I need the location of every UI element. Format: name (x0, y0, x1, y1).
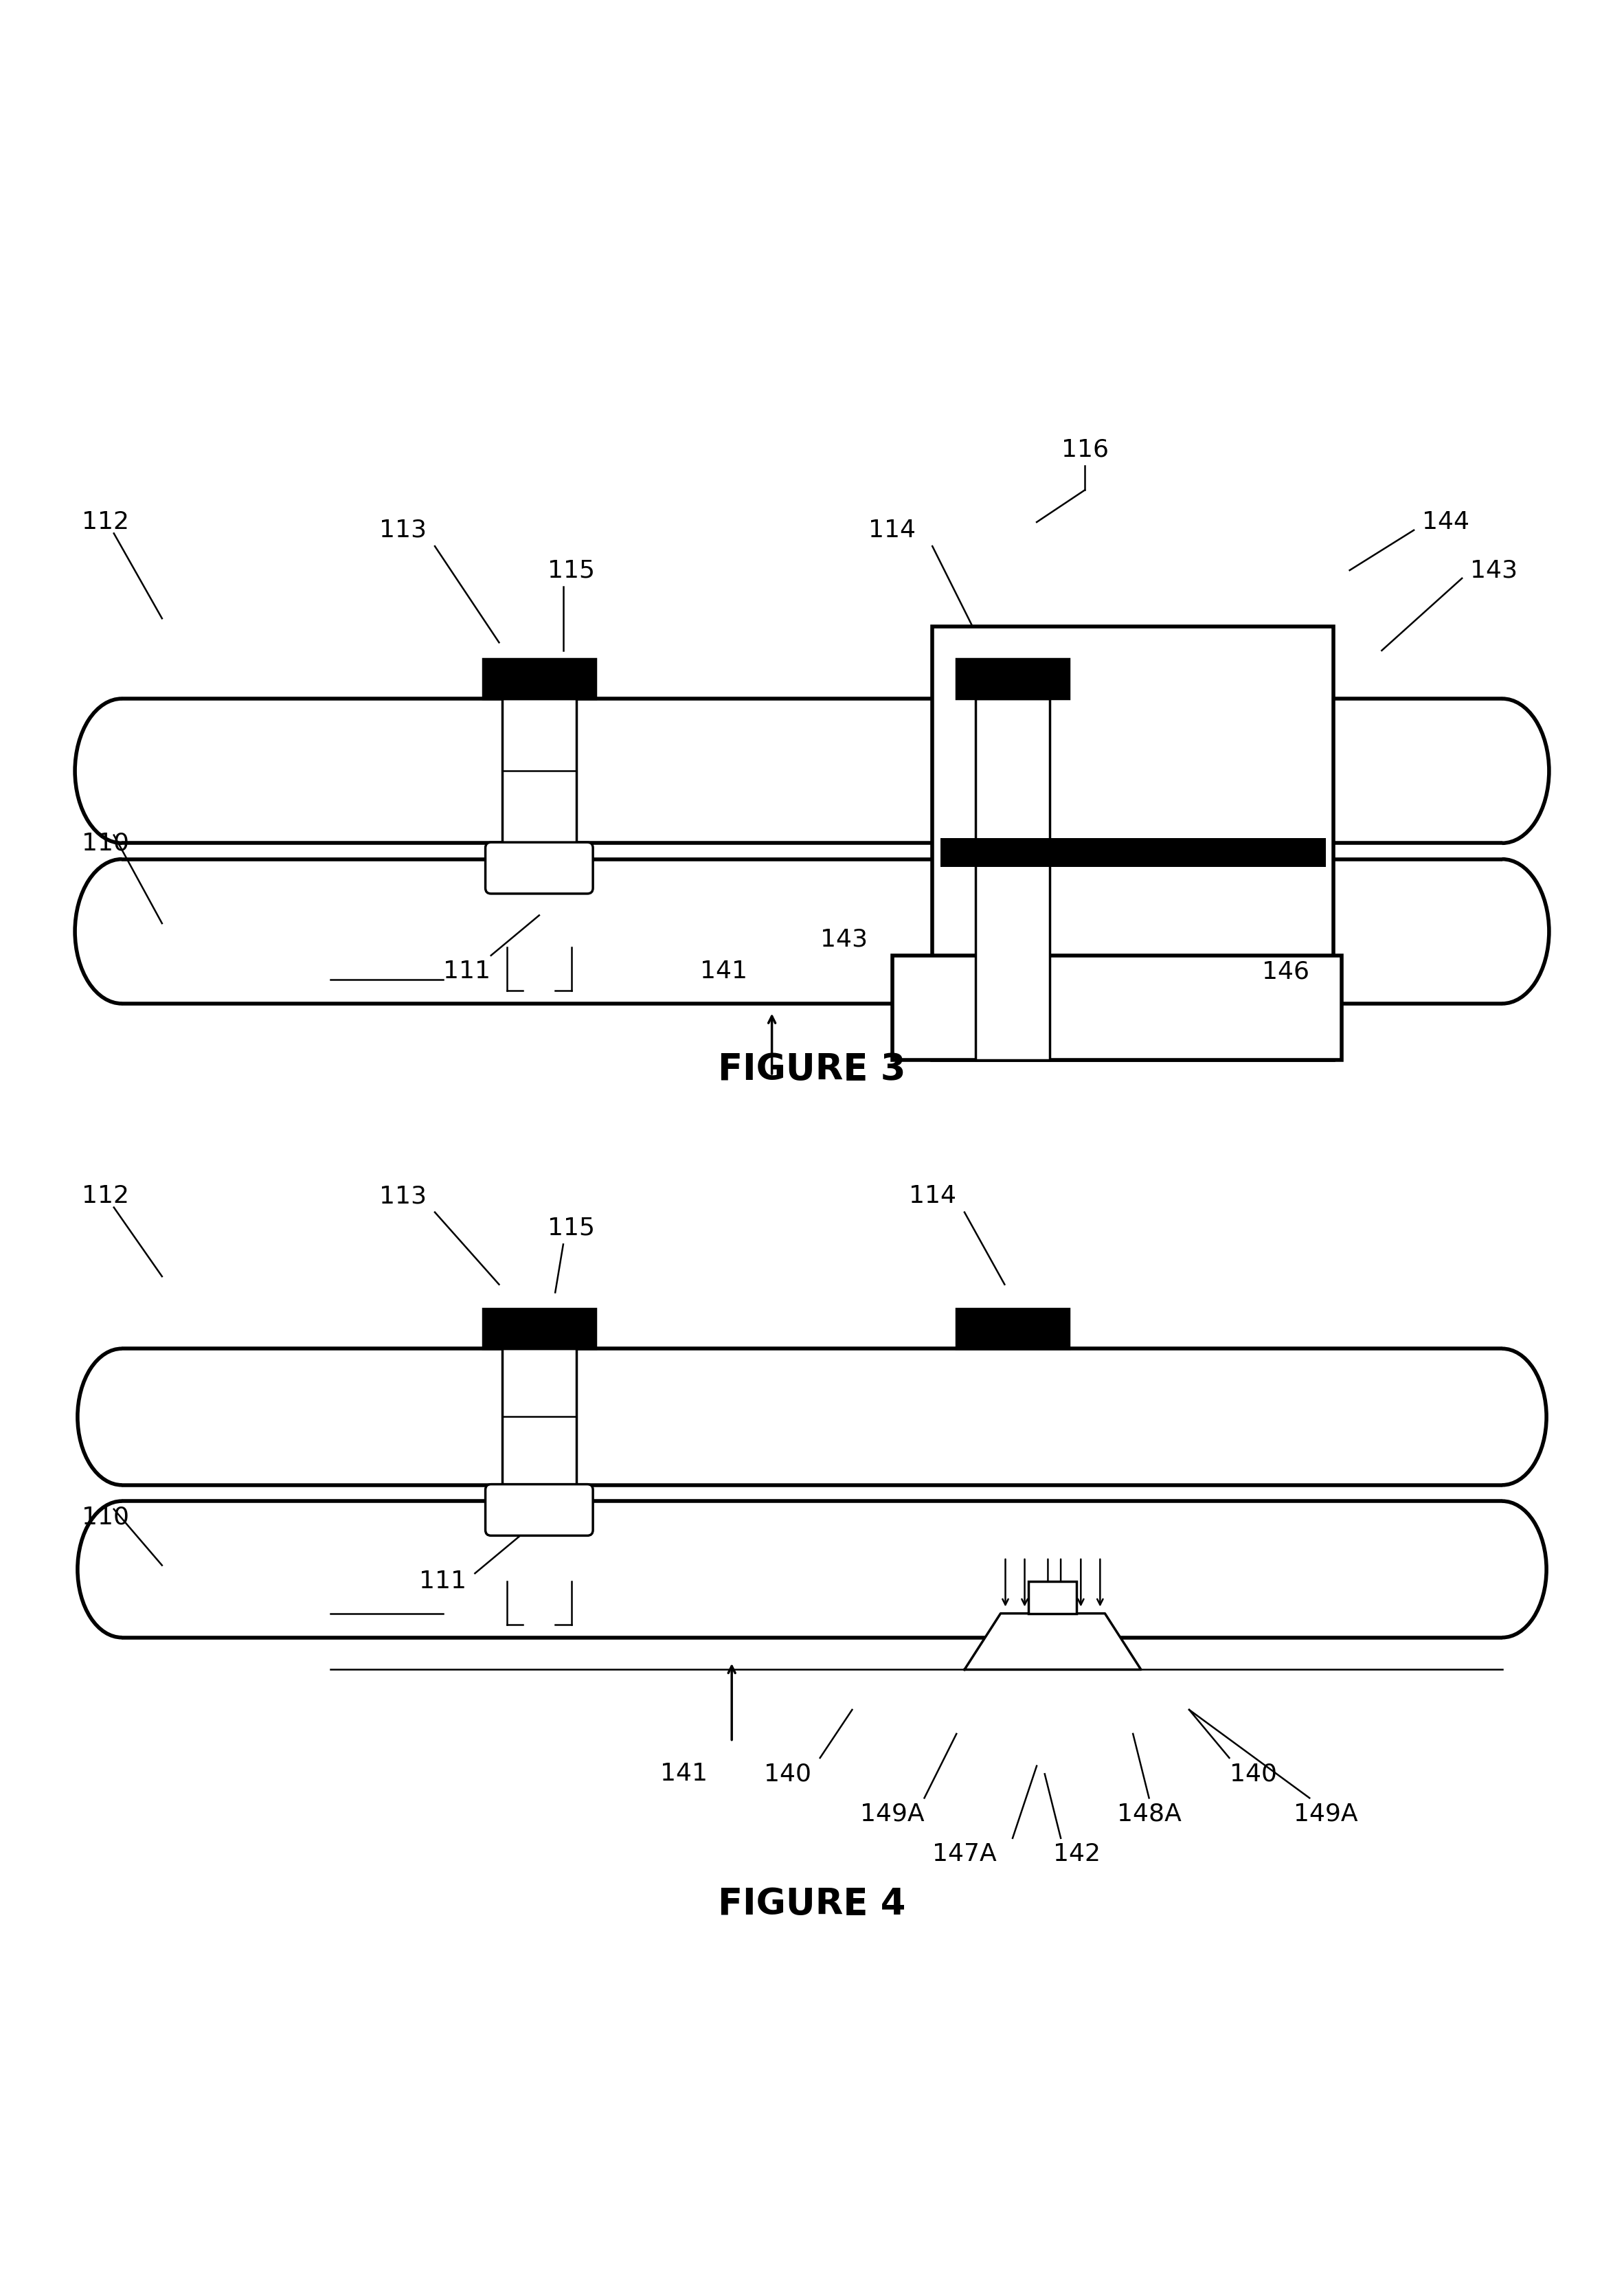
Text: 115: 115 (547, 559, 594, 581)
Text: 110: 110 (81, 1505, 130, 1530)
Bar (976, 698, 1049, 1060)
Bar (482, 659, 596, 698)
FancyBboxPatch shape (486, 841, 593, 894)
Text: 113: 113 (378, 518, 427, 543)
Text: 143: 143 (820, 928, 867, 951)
Text: 141: 141 (700, 960, 747, 983)
Text: 112: 112 (81, 1186, 130, 1208)
Text: 149A: 149A (1293, 1803, 1358, 1826)
Text: 143: 143 (1470, 559, 1517, 581)
Text: 146: 146 (1262, 960, 1309, 983)
Text: 113: 113 (378, 1186, 427, 1208)
Bar (122, 1500, 1502, 1637)
Text: 147A: 147A (932, 1842, 997, 1865)
Text: 116: 116 (1060, 438, 1109, 461)
Text: 140: 140 (1229, 1762, 1276, 1785)
Text: 111: 111 (443, 960, 490, 983)
Bar (122, 860, 1502, 1003)
Text: 141: 141 (659, 1762, 708, 1785)
Text: 114: 114 (869, 518, 916, 543)
Text: 112: 112 (81, 511, 130, 534)
Text: 115: 115 (547, 1218, 594, 1240)
Text: 140: 140 (765, 1762, 812, 1785)
Bar (932, 627, 1333, 1060)
Bar (940, 839, 1325, 866)
Text: 142: 142 (1052, 1842, 1101, 1865)
Text: 111: 111 (419, 1569, 466, 1594)
Bar (1028, 1582, 1077, 1614)
Polygon shape (965, 1614, 1142, 1669)
Bar (502, 1350, 577, 1489)
Bar (502, 698, 577, 848)
Text: 144: 144 (1423, 511, 1470, 534)
Bar (957, 1309, 1069, 1350)
Text: FIGURE 3: FIGURE 3 (718, 1051, 906, 1088)
Bar (122, 698, 1502, 844)
Bar (122, 1350, 1502, 1484)
Text: 114: 114 (909, 1186, 957, 1208)
Text: 148A: 148A (1117, 1803, 1181, 1826)
Text: 110: 110 (81, 832, 130, 855)
FancyBboxPatch shape (486, 1484, 593, 1537)
Bar (957, 659, 1069, 698)
Bar (892, 955, 1341, 1060)
Bar (482, 1309, 596, 1350)
Text: FIGURE 4: FIGURE 4 (718, 1886, 906, 1922)
Text: 149A: 149A (861, 1803, 924, 1826)
